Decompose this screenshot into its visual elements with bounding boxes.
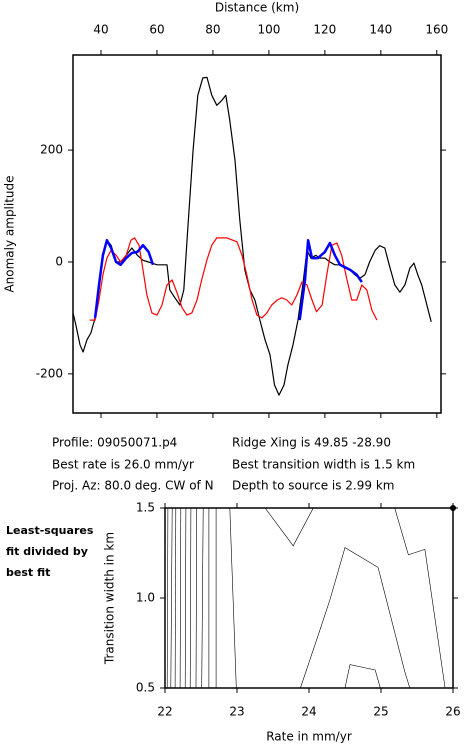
contour-line (229, 507, 237, 689)
x-tick-label: 60 (149, 23, 164, 37)
y-tick-label: 0.5 (136, 681, 155, 695)
contour-line (264, 507, 314, 547)
info-text: Best rate is 26.0 mm/yr (52, 458, 194, 472)
info-text: Ridge Xing is 49.85 -28.90 (232, 436, 391, 450)
x-tick-label: 100 (257, 23, 280, 37)
contour-line (344, 664, 381, 689)
y-tick-label: 200 (40, 143, 63, 157)
contour-line (179, 507, 182, 689)
x-tick-label: 23 (229, 705, 244, 719)
contour-line (166, 507, 169, 689)
y-tick-label: 1.0 (136, 591, 155, 605)
x-tick-label: 26 (445, 705, 460, 719)
x-tick-label: 24 (301, 705, 316, 719)
data-line (72, 76, 432, 396)
side-label: best fit (6, 566, 50, 579)
y-axis-label: Transition width in km (103, 532, 117, 665)
contour-line (201, 507, 204, 689)
x-tick-label: 140 (369, 23, 392, 37)
info-text: Depth to source is 2.99 km (232, 479, 394, 493)
contour-line (174, 507, 177, 689)
x-axis-label: Distance (km) (215, 1, 299, 15)
info-text: Proj. Az: 80.0 deg. CW of N (52, 479, 214, 493)
x-tick-label: 25 (373, 705, 388, 719)
contour-line (170, 507, 173, 689)
x-tick-label: 40 (93, 23, 108, 37)
contour-line (184, 507, 187, 689)
info-text: Best transition width is 1.5 km (232, 458, 415, 472)
side-label: fit divided by (6, 545, 88, 558)
plot-frame (164, 507, 454, 689)
y-tick-label: -200 (36, 366, 63, 380)
plot-frame (72, 54, 442, 414)
data-line (89, 237, 378, 321)
x-axis-label: Rate in mm/yr (266, 730, 352, 744)
data-line (93, 238, 363, 321)
contour-line (300, 547, 411, 689)
info-text: Profile: 09050071.p4 (52, 436, 177, 450)
x-tick-label: 80 (205, 23, 220, 37)
x-tick-label: 120 (313, 23, 336, 37)
y-tick-label: 0 (55, 254, 63, 268)
best-fit-point (450, 505, 456, 511)
x-tick-label: 160 (425, 23, 448, 37)
contour-line (189, 507, 192, 689)
y-tick-label: 1.5 (136, 501, 155, 515)
contour-line (394, 507, 446, 689)
side-label: Least-squares (6, 524, 94, 537)
contour-line (195, 507, 197, 689)
x-tick-label: 22 (157, 705, 172, 719)
y-axis-label: Anomaly amplitude (3, 175, 17, 292)
